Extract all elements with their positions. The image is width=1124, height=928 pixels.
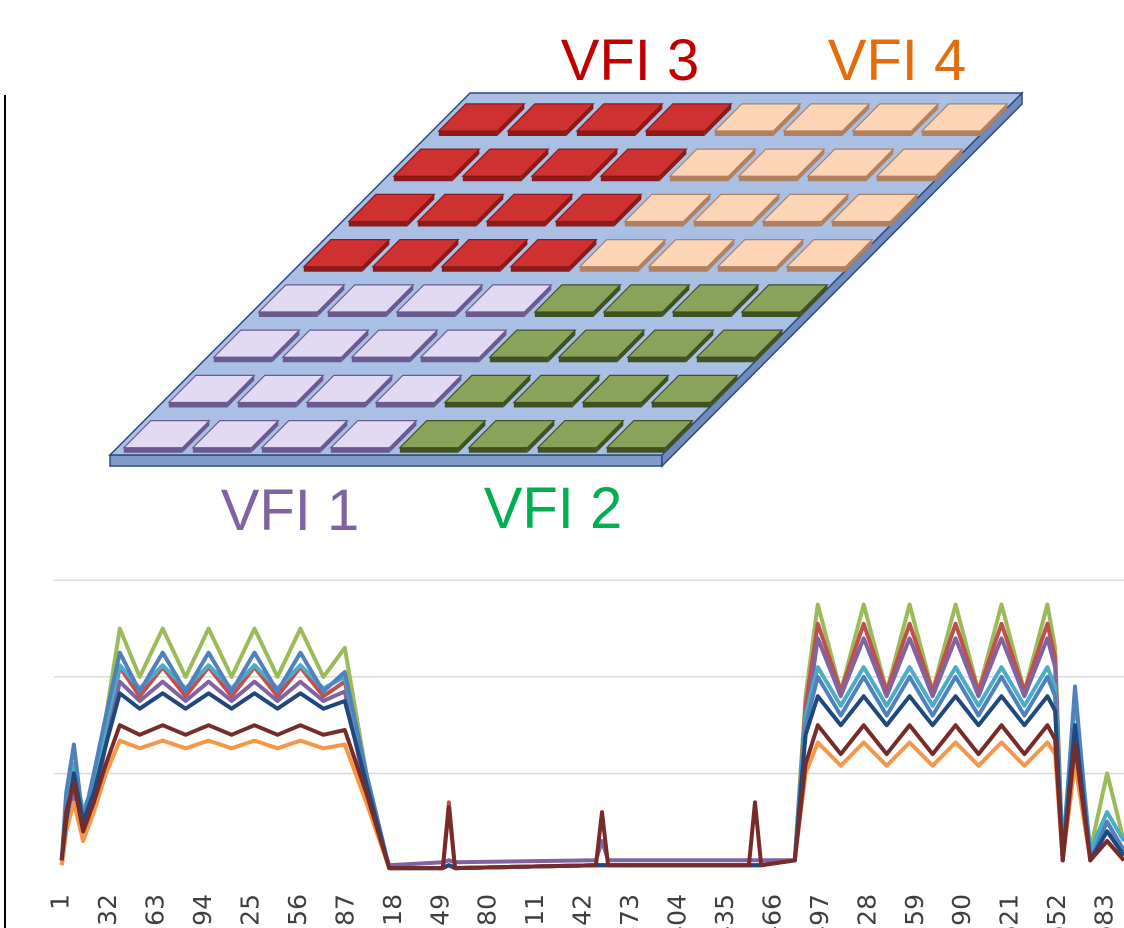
tile-edge — [808, 176, 867, 181]
tile-edge — [169, 403, 228, 408]
tile-edge — [694, 222, 753, 227]
tile-edge — [646, 131, 705, 136]
tile-edge — [439, 131, 498, 136]
tile-edge — [511, 267, 570, 272]
tile-edge — [418, 222, 477, 227]
tile-edge — [352, 357, 411, 362]
tile-edge — [328, 312, 387, 317]
tile-edge — [307, 403, 366, 408]
tile-edge — [652, 403, 711, 408]
tile-edge — [538, 448, 597, 453]
tile-edge — [469, 448, 528, 453]
tile-edge — [193, 448, 252, 453]
vfi-label: VFI 1 — [221, 478, 360, 543]
tile-edge — [349, 222, 408, 227]
tile-edge — [673, 312, 732, 317]
tile-edge — [442, 267, 501, 272]
tile-edge — [394, 176, 453, 181]
tile-edge — [508, 131, 567, 136]
tile-edge — [490, 357, 549, 362]
tile-edge — [532, 176, 591, 181]
x-tick-label: 63 — [141, 894, 170, 926]
tile-edge — [577, 131, 636, 136]
tile-edge — [607, 448, 666, 453]
tile-edge — [556, 222, 615, 227]
tile-edge — [559, 357, 618, 362]
tile-edge — [535, 312, 594, 317]
tile-edge — [304, 267, 363, 272]
tile-edge — [628, 357, 687, 362]
x-tick-label: 125 — [235, 894, 264, 928]
tile-edge — [718, 267, 777, 272]
tile-edge — [463, 176, 522, 181]
tile-edge — [397, 312, 456, 317]
x-tick-label: 559 — [900, 894, 929, 928]
x-tick-label: 187 — [330, 894, 359, 928]
series-line — [62, 741, 1124, 869]
tile-edge — [583, 403, 642, 408]
tile-edge — [487, 222, 546, 227]
tile-edge — [670, 176, 729, 181]
x-tick-label: 311 — [520, 894, 549, 928]
tile-edge — [787, 267, 846, 272]
tile-edge — [604, 312, 663, 317]
x-tick-label: 652 — [1042, 894, 1071, 928]
tile-edge — [853, 131, 912, 136]
board-front — [110, 455, 662, 466]
x-tick-label: 590 — [947, 894, 976, 928]
x-tick-label: 218 — [378, 894, 407, 928]
tile-edge — [649, 267, 708, 272]
tile-edge — [739, 176, 798, 181]
tile-edge — [922, 131, 981, 136]
x-tick-label: 466 — [757, 894, 786, 928]
tile-edge — [784, 131, 843, 136]
tile-edge — [214, 357, 273, 362]
x-tick-label: 94 — [188, 894, 217, 926]
vfi-label: VFI 4 — [828, 28, 967, 93]
x-tick-label: 156 — [283, 894, 312, 928]
tile-edge — [466, 312, 525, 317]
x-tick-label: 435 — [710, 894, 739, 928]
series-line — [62, 693, 1124, 868]
line-chart: 1 32 63 94 125 156 187 218 249 280 311 342 373 404 435… — [46, 580, 1124, 928]
tile-edge — [445, 403, 504, 408]
x-tick-label: 373 — [615, 894, 644, 928]
x-tick-label: 342 — [568, 894, 597, 928]
x-tick-label: 683 — [1090, 894, 1119, 928]
tile-edge — [601, 176, 660, 181]
tile-edge — [259, 312, 318, 317]
page: {"diagram": {"labels": ["VFI 1", "VFI 2"… — [0, 0, 1124, 928]
tile-edge — [514, 403, 573, 408]
tile-edge — [877, 176, 936, 181]
x-tick-label: 1 — [46, 894, 75, 910]
tile-edge — [124, 448, 183, 453]
vfi-label: VFI 3 — [561, 28, 700, 93]
tile-edge — [580, 267, 639, 272]
tile-edge — [625, 222, 684, 227]
x-tick-label: 404 — [663, 894, 692, 928]
tile-edge — [373, 267, 432, 272]
tile-edge — [376, 403, 435, 408]
x-tick-label: 528 — [852, 894, 881, 928]
x-tick-label: 497 — [805, 894, 834, 928]
x-tick-label: 32 — [93, 894, 122, 926]
x-tick-label: 249 — [425, 894, 454, 928]
tile-edge — [400, 448, 459, 453]
tile-edge — [832, 222, 891, 227]
figure: VFI 1 VFI 2 VFI 3 VFI 4 1 32 63 94 125 156 187… — [0, 0, 1124, 928]
tile-edge — [742, 312, 801, 317]
tile-edge — [283, 357, 342, 362]
tile-edge — [331, 448, 390, 453]
x-tick-label: 280 — [473, 894, 502, 928]
x-tick-label: 621 — [995, 894, 1024, 928]
tile-edge — [715, 131, 774, 136]
tile-edge — [697, 357, 756, 362]
tile-edge — [763, 222, 822, 227]
vfi-label: VFI 2 — [484, 476, 623, 541]
tile-edge — [238, 403, 297, 408]
tile-edge — [262, 448, 321, 453]
tile-edge — [421, 357, 480, 362]
